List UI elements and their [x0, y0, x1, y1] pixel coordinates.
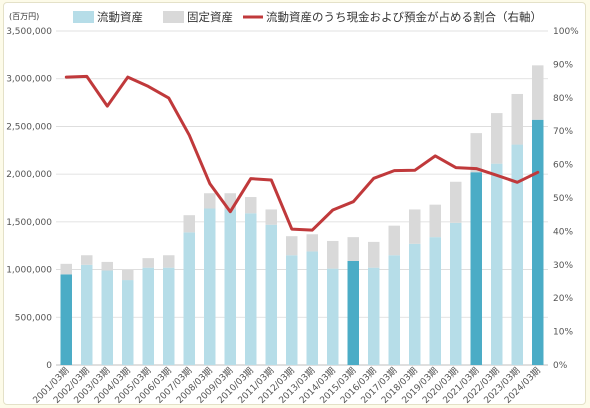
- bar-current-assets: [306, 251, 318, 365]
- bar-fixed-assets: [81, 255, 93, 265]
- bar-current-assets: [532, 119, 544, 366]
- bar-fixed-assets: [122, 269, 134, 281]
- bar-current-assets: [245, 213, 257, 365]
- bar-current-assets: [183, 232, 195, 365]
- bar-fixed-assets: [183, 215, 195, 233]
- bar-current-assets: [265, 224, 277, 365]
- bar-fixed-assets: [450, 181, 462, 223]
- left-tick-label: 2,500,000: [6, 122, 52, 132]
- bar-current-assets: [450, 222, 462, 365]
- bar-current-assets: [122, 280, 134, 365]
- right-tick-label: 60%: [553, 161, 573, 171]
- bar-current-assets: [204, 208, 216, 365]
- right-tick-label: 100%: [553, 27, 579, 37]
- bars: [60, 65, 544, 366]
- left-tick-label: 3,000,000: [6, 75, 52, 85]
- bar-current-assets: [163, 267, 175, 365]
- right-tick-label: 40%: [553, 227, 573, 237]
- right-axis: 0% 10% 20% 30% 40% 50% 60% 70% 80% 90% 100%: [553, 27, 579, 371]
- bar-current-assets: [491, 163, 503, 365]
- bar-fixed-assets: [142, 258, 154, 268]
- bar-fixed-assets: [245, 197, 257, 214]
- right-tick-label: 0%: [553, 361, 568, 371]
- right-tick-label: 70%: [553, 127, 573, 137]
- bar-current-assets: [327, 268, 339, 365]
- left-tick-label: 3,500,000: [6, 27, 52, 37]
- ratio-line: [64, 74, 540, 232]
- y-unit-label: (百万円): [9, 12, 39, 21]
- bar-current-assets: [101, 270, 113, 365]
- x-axis: 2001/03期2002/03期2003/03期2004/03期2005/03期…: [31, 365, 543, 406]
- bar-fixed-assets: [388, 225, 400, 256]
- bar-current-assets: [368, 267, 380, 365]
- legend-label-fixed-assets: 固定資産: [187, 10, 233, 24]
- bar-fixed-assets: [60, 263, 72, 275]
- legend-label-current-assets: 流動資産: [97, 10, 143, 24]
- bar-current-assets: [409, 243, 421, 365]
- bar-fixed-assets: [265, 209, 277, 225]
- bar-fixed-assets: [532, 65, 544, 120]
- bar-fixed-assets: [368, 241, 380, 268]
- bar-fixed-assets: [511, 93, 523, 145]
- legend-label-cash-ratio: 流動資産のうち現金および預金が占める割合（右軸）: [266, 10, 542, 24]
- bar-fixed-assets: [101, 261, 113, 271]
- bar-fixed-assets: [327, 240, 339, 269]
- bar-fixed-assets: [204, 193, 216, 209]
- bar-current-assets: [470, 172, 482, 365]
- bar-current-assets: [60, 274, 72, 365]
- bar-current-assets: [224, 209, 236, 365]
- bar-current-assets: [347, 260, 359, 365]
- cash-ratio-line: [64, 74, 540, 232]
- bar-fixed-assets: [470, 133, 482, 173]
- right-tick-label: 10%: [553, 328, 573, 338]
- left-tick-label: 0: [46, 361, 52, 371]
- left-tick-label: 500,000: [15, 313, 52, 323]
- left-tick-label: 2,000,000: [6, 170, 52, 180]
- bar-fixed-assets: [306, 234, 318, 252]
- bar-fixed-assets: [347, 237, 359, 261]
- bar-fixed-assets: [286, 236, 298, 256]
- left-tick-label: 1,000,000: [6, 266, 52, 276]
- bar-current-assets: [429, 237, 441, 365]
- bar-fixed-assets: [409, 209, 421, 244]
- legend-swatch-current-assets: [73, 11, 94, 23]
- legend: 流動資産 固定資産 流動資産のうち現金および預金が占める割合（右軸）: [73, 10, 542, 24]
- bar-current-assets: [388, 255, 400, 365]
- right-tick-label: 80%: [553, 94, 573, 104]
- bar-current-assets: [511, 144, 523, 365]
- left-tick-label: 1,500,000: [6, 218, 52, 228]
- right-tick-label: 90%: [553, 60, 573, 70]
- right-tick-label: 30%: [553, 261, 573, 271]
- bar-fixed-assets: [429, 204, 441, 238]
- bar-current-assets: [81, 264, 93, 365]
- right-tick-label: 50%: [553, 194, 573, 204]
- bar-current-assets: [142, 267, 154, 365]
- bar-fixed-assets: [224, 193, 236, 210]
- legend-swatch-fixed-assets: [163, 11, 184, 23]
- left-axis: 0 500,000 1,000,000 1,500,000 2,000,000 2,500…: [6, 27, 52, 371]
- bar-fixed-assets: [491, 113, 503, 164]
- right-tick-label: 20%: [553, 294, 573, 304]
- gridlines: [56, 30, 548, 366]
- bar-current-assets: [286, 255, 298, 365]
- bar-fixed-assets: [163, 255, 175, 268]
